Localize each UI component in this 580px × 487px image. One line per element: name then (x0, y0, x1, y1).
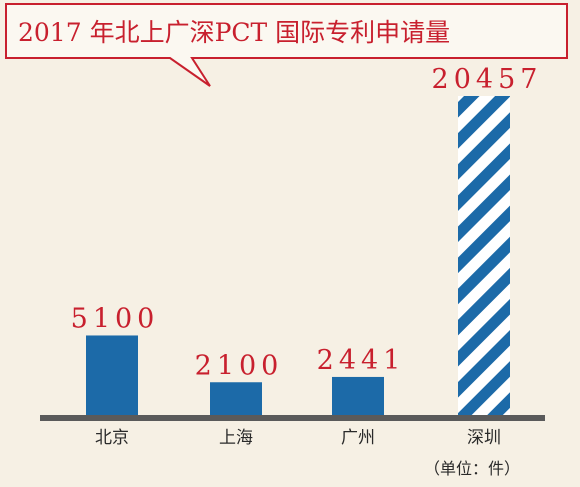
bar-2 (332, 376, 384, 415)
title-callout: 2017 年北上广深PCT 国际专利申请量 (5, 3, 568, 87)
value-label-3: 20457 (432, 64, 543, 95)
value-label-1: 2100 (195, 350, 284, 381)
x-axis-baseline (40, 415, 545, 421)
bar-0 (86, 335, 138, 415)
category-label-0: 北京 (95, 428, 129, 448)
category-label-1: 上海 (219, 428, 253, 448)
value-label-2: 2441 (317, 345, 406, 376)
bar-3 (458, 96, 510, 415)
category-label-3: 深圳 (467, 428, 501, 448)
category-labels-layer: 北京 上海 广州 深圳 (95, 428, 501, 448)
value-labels-layer: 5100 2100 2441 20457 (71, 64, 543, 381)
bar-1 (210, 382, 262, 415)
unit-label: （单位：件） (424, 459, 520, 478)
value-label-0: 5100 (71, 303, 160, 334)
chart-title: 2017 年北上广深PCT 国际专利申请量 (18, 18, 450, 47)
category-label-2: 广州 (341, 428, 375, 448)
title-bubble (5, 3, 568, 87)
bars-layer (86, 96, 510, 415)
